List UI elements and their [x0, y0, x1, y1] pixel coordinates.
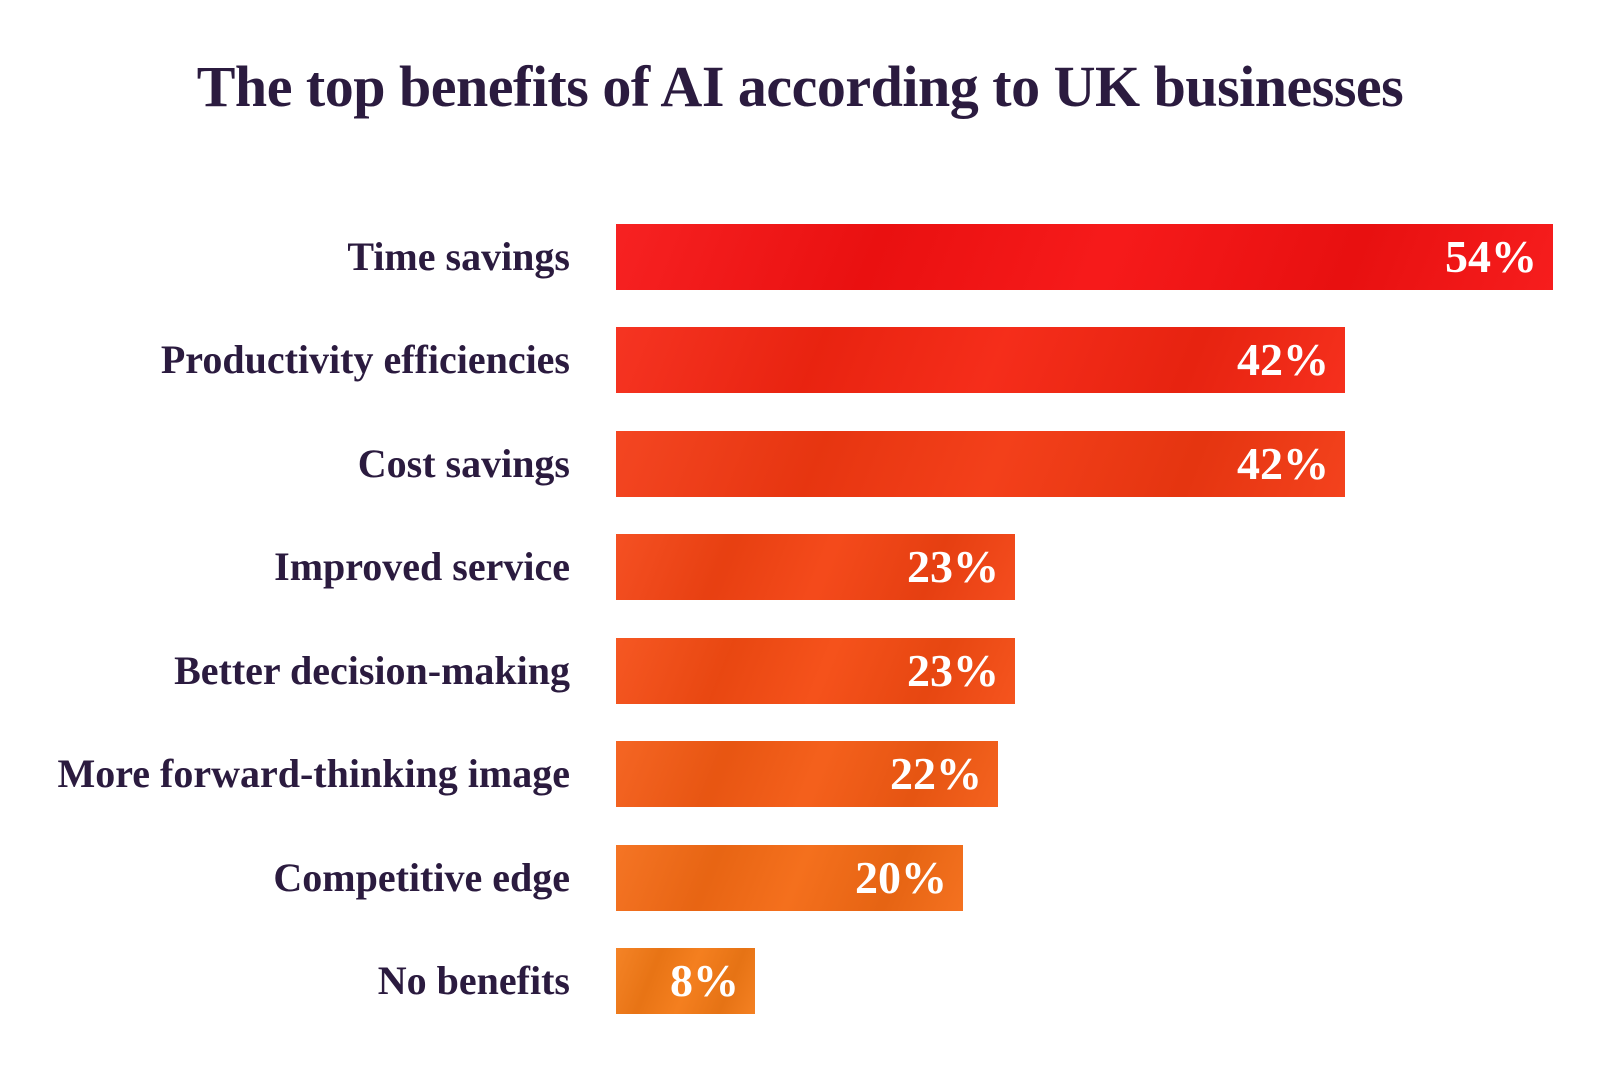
bar-row: Productivity efficiencies 42%	[0, 309, 1600, 413]
bar: 8%	[616, 948, 755, 1015]
bar-chart: Time savings 54% Productivity efficienci…	[0, 205, 1600, 1033]
bar-value: 42%	[1237, 334, 1329, 386]
bar-label: Productivity efficiencies	[160, 337, 570, 383]
bar-value: 54%	[1445, 230, 1537, 282]
bar-label: Competitive edge	[273, 854, 570, 900]
bar-track: 20%	[616, 844, 1600, 911]
bar-label: More forward-thinking image	[57, 751, 570, 797]
bar-track: 23%	[616, 534, 1600, 601]
bar: 23%	[616, 534, 1015, 601]
bar-label: Improved service	[274, 544, 570, 590]
bar-value: 8%	[670, 955, 739, 1007]
bar: 42%	[616, 327, 1345, 394]
bar: 23%	[616, 637, 1015, 704]
bar-row: Improved service 23%	[0, 516, 1600, 620]
bar-row: Better decision-making 23%	[0, 619, 1600, 723]
bar-track: 42%	[616, 327, 1600, 394]
bar-row: Competitive edge 20%	[0, 826, 1600, 930]
bar-row: No benefits 8%	[0, 930, 1600, 1034]
bar-label: No benefits	[377, 958, 570, 1004]
bar-label: Cost savings	[357, 440, 570, 486]
bar-track: 8%	[616, 948, 1600, 1015]
bar: 20%	[616, 844, 963, 911]
bar-track: 23%	[616, 637, 1600, 704]
bar-track: 22%	[616, 741, 1600, 808]
bar-value: 22%	[890, 748, 982, 800]
bar: 54%	[616, 223, 1553, 290]
bar-value: 23%	[907, 541, 999, 593]
bar-value: 42%	[1237, 437, 1329, 489]
bar-row: Cost savings 42%	[0, 412, 1600, 516]
bar-row: More forward-thinking image 22%	[0, 723, 1600, 827]
bar-label: Better decision-making	[174, 647, 570, 693]
bar-track: 42%	[616, 430, 1600, 497]
bar: 22%	[616, 741, 998, 808]
bar-track: 54%	[616, 223, 1600, 290]
bar-value: 23%	[907, 644, 999, 696]
bar: 42%	[616, 430, 1345, 497]
bar-label: Time savings	[347, 233, 570, 279]
bar-row: Time savings 54%	[0, 205, 1600, 309]
bar-value: 20%	[855, 851, 947, 903]
page-title: The top benefits of AI according to UK b…	[196, 54, 1404, 119]
